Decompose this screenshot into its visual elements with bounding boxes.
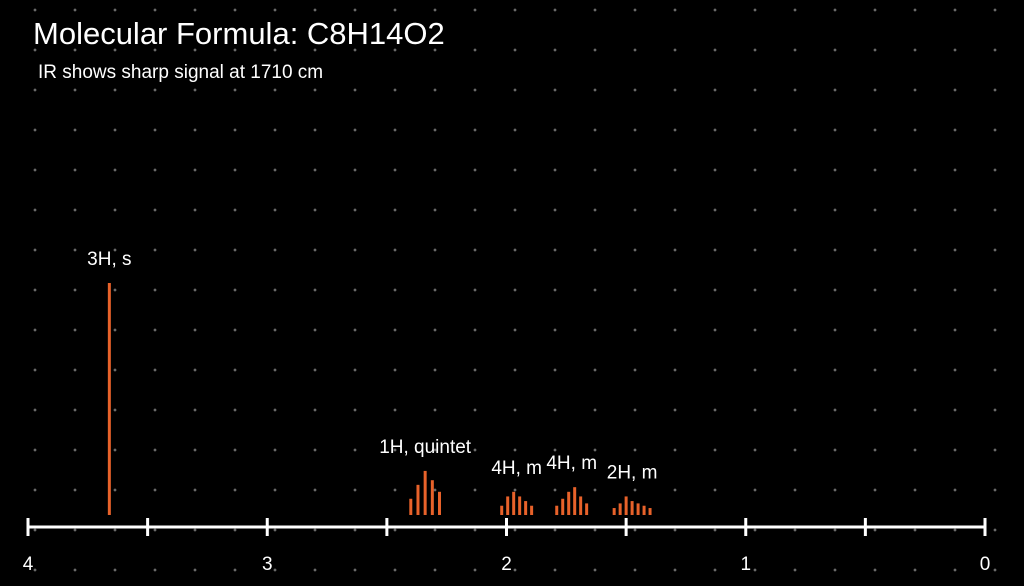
peak-label: 1H, quintet xyxy=(379,437,472,458)
x-tick-label: 4 xyxy=(23,554,34,575)
peak-label: 2H, m xyxy=(607,462,658,483)
peak-label: 4H, m xyxy=(546,453,597,474)
x-tick-label: 3 xyxy=(262,554,273,575)
x-tick-label: 0 xyxy=(980,554,991,575)
chart-title: Molecular Formula: C8H14O2 xyxy=(33,16,445,51)
chart-subtitle: IR shows sharp signal at 1710 cm xyxy=(38,62,323,83)
peak-label: 3H, s xyxy=(87,249,131,270)
x-tick-label: 2 xyxy=(501,554,512,575)
peak-label: 4H, m xyxy=(491,458,542,479)
x-tick-label: 1 xyxy=(740,554,751,575)
